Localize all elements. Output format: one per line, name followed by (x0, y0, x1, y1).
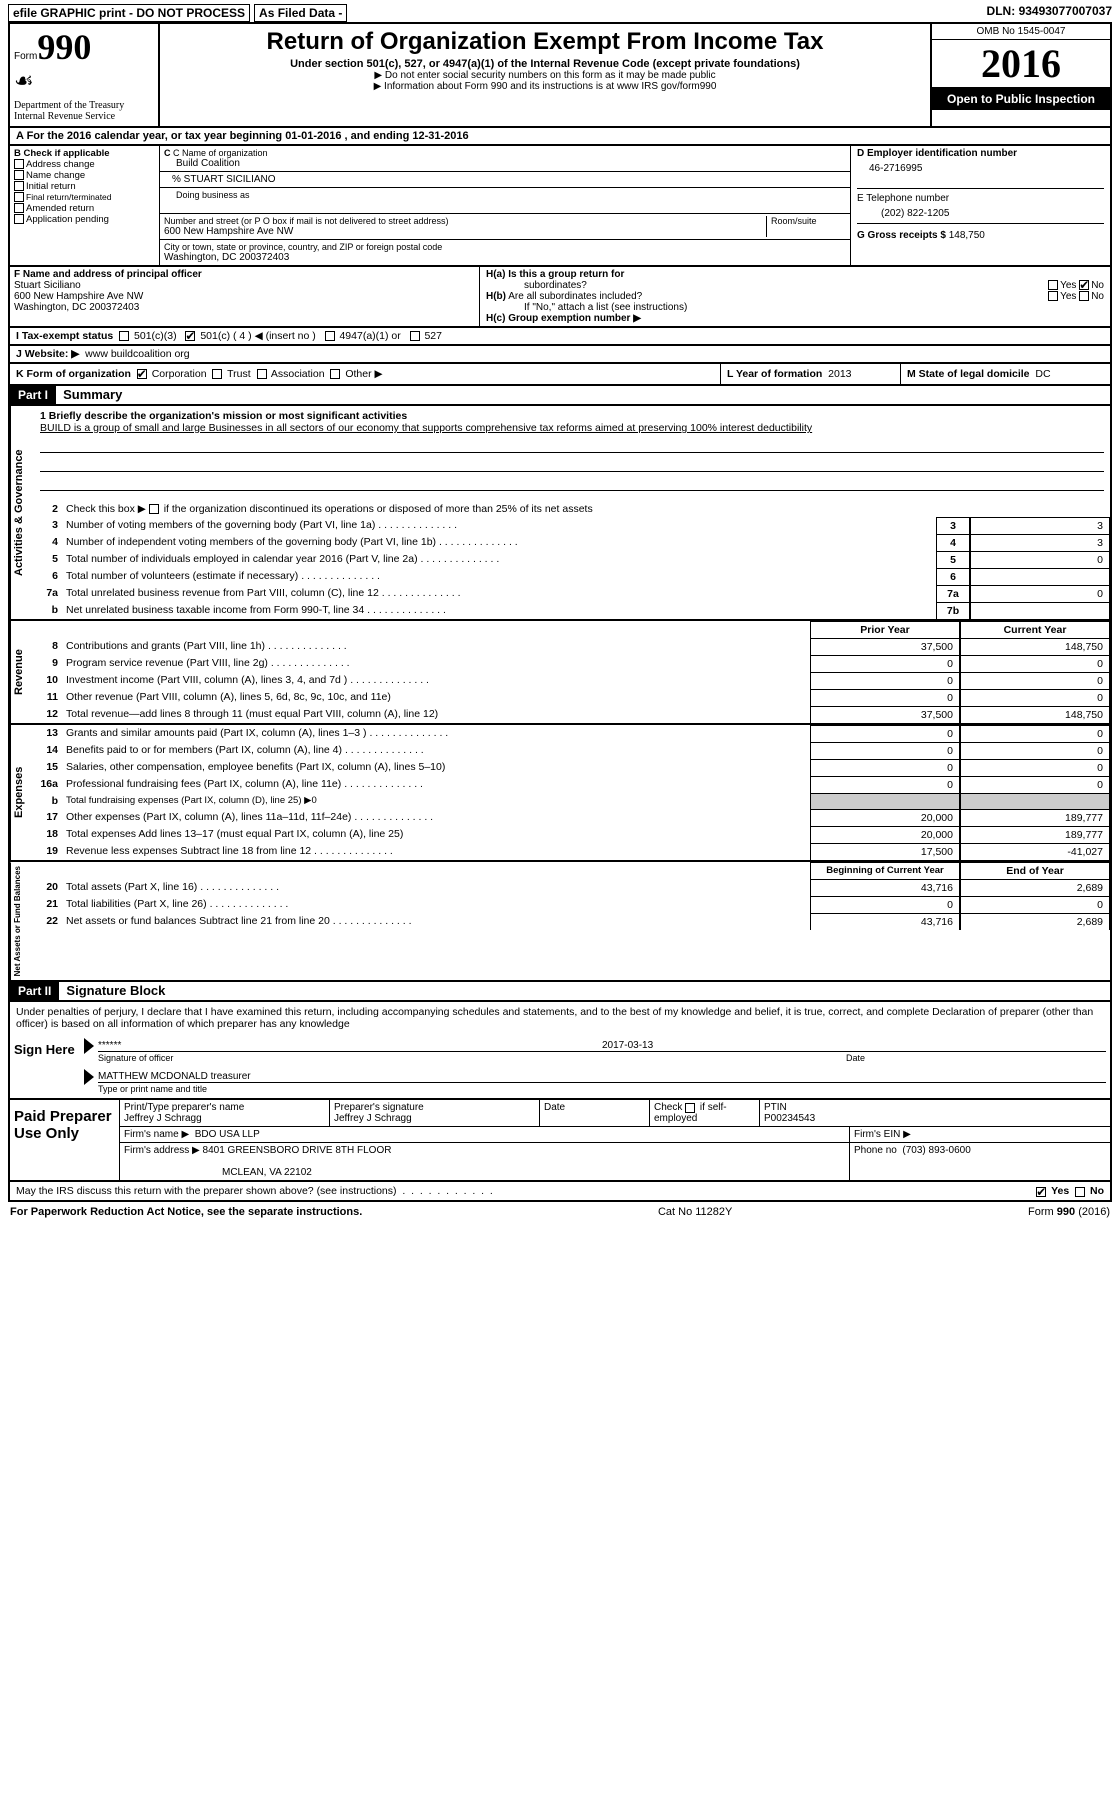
chk-other[interactable] (330, 369, 340, 379)
form-col: Form990 ☙ Department of the Treasury Int… (10, 24, 160, 126)
efile-notice: efile GRAPHIC print - DO NOT PROCESS (8, 4, 250, 22)
chk-final[interactable] (14, 192, 24, 202)
chk-501c3[interactable] (119, 331, 129, 341)
form-990-page: efile GRAPHIC print - DO NOT PROCESS As … (0, 0, 1120, 1226)
sign-arrow-icon (84, 1069, 94, 1085)
chk-name[interactable] (14, 170, 24, 180)
irs-link[interactable]: www IRS gov/form990 (617, 81, 716, 92)
part2-header: Part II Signature Block (8, 982, 1112, 1002)
year-col: OMB No 1545-0047 2016 Open to Public Ins… (930, 24, 1110, 126)
header: Form990 ☙ Department of the Treasury Int… (8, 22, 1112, 128)
paid-preparer-block: Paid Preparer Use Only Print/Type prepar… (8, 1100, 1112, 1182)
chk-4947[interactable] (325, 331, 335, 341)
sign-arrow-icon (84, 1038, 94, 1054)
line-k: K Form of organization Corporation Trust… (8, 364, 1112, 386)
section-fh: F Name and address of principal officer … (8, 267, 1112, 328)
line-i: I Tax-exempt status 501(c)(3) 501(c) ( 4… (8, 328, 1112, 346)
section-bcd: B Check if applicable Address change Nam… (8, 146, 1112, 267)
chk-discontinued[interactable] (149, 504, 159, 514)
chk-amended[interactable] (14, 203, 24, 213)
discuss-row: May the IRS discuss this return with the… (8, 1182, 1112, 1202)
line-a: A For the 2016 calendar year, or tax yea… (8, 128, 1112, 146)
as-filed: As Filed Data - (254, 4, 347, 22)
chk-assoc[interactable] (257, 369, 267, 379)
chk-hb-yes[interactable] (1048, 291, 1058, 301)
top-bar: efile GRAPHIC print - DO NOT PROCESS As … (8, 4, 1112, 22)
part1-header: Part I Summary (8, 386, 1112, 406)
chk-ha-yes[interactable] (1048, 280, 1058, 290)
col-c: C C Name of organization Build Coalition… (160, 146, 850, 265)
netassets-block: Net Assets or Fund Balances Beginning of… (8, 862, 1112, 982)
chk-527[interactable] (410, 331, 420, 341)
chk-trust[interactable] (212, 369, 222, 379)
chk-address[interactable] (14, 159, 24, 169)
dln: DLN: 93493077007037 (987, 4, 1112, 22)
governance-block: Activities & Governance 1 Briefly descri… (8, 406, 1112, 621)
form-title: Return of Organization Exempt From Incom… (168, 28, 922, 56)
col-f: F Name and address of principal officer … (10, 267, 480, 326)
col-d: D Employer identification number 46-2716… (850, 146, 1110, 265)
declaration: Under penalties of perjury, I declare th… (8, 1002, 1112, 1034)
sign-here-block: Sign Here ******2017-03-13 Signature of … (8, 1034, 1112, 1100)
chk-discuss-yes[interactable] (1036, 1187, 1046, 1197)
title-col: Return of Organization Exempt From Incom… (160, 24, 930, 126)
chk-initial[interactable] (14, 181, 24, 191)
chk-corp[interactable] (137, 369, 147, 379)
footer: For Paperwork Reduction Act Notice, see … (8, 1202, 1112, 1222)
chk-hb-no[interactable] (1079, 291, 1089, 301)
chk-ha-no[interactable] (1079, 280, 1089, 290)
expenses-block: Expenses 13Grants and similar amounts pa… (8, 725, 1112, 862)
chk-discuss-no[interactable] (1075, 1187, 1085, 1197)
col-b: B Check if applicable Address change Nam… (10, 146, 160, 265)
chk-pending[interactable] (14, 214, 24, 224)
chk-self-employed[interactable] (685, 1103, 695, 1113)
chk-501c[interactable] (185, 331, 195, 341)
line-j: J Website: ▶ www buildcoalition org (8, 346, 1112, 364)
revenue-block: Revenue Prior YearCurrent Year 8Contribu… (8, 621, 1112, 725)
col-h: H(a) Is this a group return for subordin… (480, 267, 1110, 326)
